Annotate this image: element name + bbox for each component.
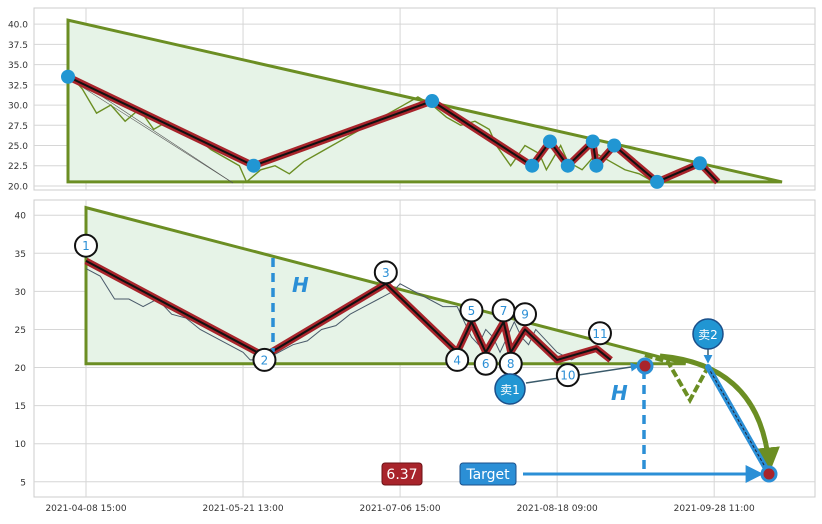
- wave-label: 1: [74, 233, 98, 258]
- turning-point-marker: [246, 158, 261, 173]
- wave-label-text: 6: [482, 357, 490, 371]
- projection-zigzag: [644, 353, 710, 405]
- top-y-tick-label: 27.5: [8, 122, 28, 132]
- bottom-price-line: [85, 268, 601, 361]
- turning-point-marker: [425, 94, 440, 109]
- bottom-y-tick-label: 40: [15, 212, 27, 222]
- bottom-y-tick-label: 30: [15, 288, 27, 298]
- wave-label: 4: [445, 347, 470, 372]
- target-value-box: 6.37: [381, 462, 423, 486]
- top-y-tick-label: 40.0: [8, 21, 28, 31]
- target-label-box: Target: [459, 462, 517, 486]
- sell2-path-inner: [707, 366, 769, 473]
- turning-point-marker: [607, 138, 622, 153]
- bottom-y-tick-label: 35: [15, 250, 26, 260]
- bottom-y-tick-label: 10: [15, 440, 27, 450]
- bottom-y-tick-label: 15: [15, 402, 26, 412]
- wave-label: 7: [491, 298, 516, 323]
- wave-label-text: 3: [382, 266, 390, 280]
- top-y-tick-label: 22.5: [8, 162, 28, 172]
- turning-point-marker: [692, 156, 707, 171]
- top-y-tick-label: 20.0: [8, 182, 28, 192]
- x-tick-label: 2021-07-06 15:00: [360, 504, 441, 514]
- target-value: 6.37: [386, 467, 417, 483]
- turning-point-marker: [542, 134, 557, 149]
- wave-label-text: 8: [507, 357, 515, 371]
- wave-label: 6: [473, 351, 498, 376]
- bottom-y-tick-label: 20: [15, 364, 27, 374]
- wave-label: 8: [498, 351, 523, 376]
- top-y-tick-label: 35.0: [8, 61, 28, 71]
- top-markers: [61, 69, 707, 189]
- turning-point-marker: [585, 134, 600, 149]
- wave-label-text: 7: [500, 304, 508, 318]
- turning-point-marker: [525, 158, 540, 173]
- turning-point-marker: [61, 69, 75, 84]
- wave-label-text: 4: [453, 353, 461, 367]
- target-marker: [760, 465, 778, 483]
- x-tick-label: 2021-08-18 09:00: [517, 504, 598, 514]
- wave-label-text: 2: [261, 353, 269, 367]
- wave-label: 11: [587, 321, 612, 346]
- wave-label: 10: [555, 363, 580, 388]
- top-y-tick-label: 37.5: [8, 41, 28, 51]
- top-zigzag-inner: [67, 75, 719, 183]
- wave-label: 3: [373, 260, 398, 285]
- turning-point-marker: [589, 158, 604, 173]
- h-label-right: H: [611, 381, 628, 405]
- top-thin-line-2: [67, 77, 234, 184]
- sell2-label: 卖2: [698, 328, 718, 342]
- sell1-badge: 卖1: [494, 373, 526, 405]
- wave-labels: 1 2 3 4 5 6 7 8 9 10 11: [74, 233, 612, 388]
- top-panel: 20.0 22.5 25.0 27.5 30.0 32.5 35.0 37.5 40.0: [8, 7, 816, 193]
- x-tick-label: 2021-05-21 13:00: [202, 504, 283, 514]
- bottom-y-tick-label: 5: [20, 478, 26, 488]
- wave-label-text: 9: [521, 308, 529, 322]
- bottom-y-ticks: 5 10 15 20 25 30 35 40: [15, 212, 27, 489]
- top-y-tick-label: 30.0: [8, 102, 28, 112]
- wave-label: 2: [252, 347, 277, 372]
- bottom-x-ticks: 2021-04-08 15:00 2021-05-21 13:00 2021-07-…: [45, 504, 755, 514]
- entry-marker: [636, 357, 654, 375]
- x-tick-label: 2021-04-08 15:00: [45, 504, 126, 514]
- wave-label: 5: [459, 298, 484, 323]
- turning-point-marker: [560, 158, 575, 173]
- wave-label-text: 10: [560, 369, 575, 383]
- wave-label-text: 11: [592, 327, 607, 341]
- sell1-label: 卖1: [500, 383, 520, 397]
- top-y-tick-label: 25.0: [8, 142, 28, 152]
- bottom-y-tick-label: 25: [15, 326, 26, 336]
- top-y-ticks: 20.0 22.5 25.0 27.5 30.0 32.5 35.0 37.5 40.0: [8, 21, 28, 193]
- wave-label-text: 1: [82, 239, 90, 253]
- sell2-point: [705, 364, 711, 370]
- h-label-left: H: [292, 273, 309, 297]
- top-y-tick-label: 32.5: [8, 81, 28, 91]
- projection-curve-arrow: [659, 353, 780, 473]
- wave-label: 9: [513, 302, 538, 327]
- wave-label-text: 5: [468, 304, 476, 318]
- target-label: Target: [465, 467, 510, 483]
- bottom-zigzag-inner: [85, 260, 612, 361]
- sell2-badge: 卖2: [692, 318, 724, 350]
- sell1-arrow: [525, 362, 640, 384]
- turning-point-marker: [650, 174, 665, 189]
- x-tick-label: 2021-09-28 11:00: [674, 504, 755, 514]
